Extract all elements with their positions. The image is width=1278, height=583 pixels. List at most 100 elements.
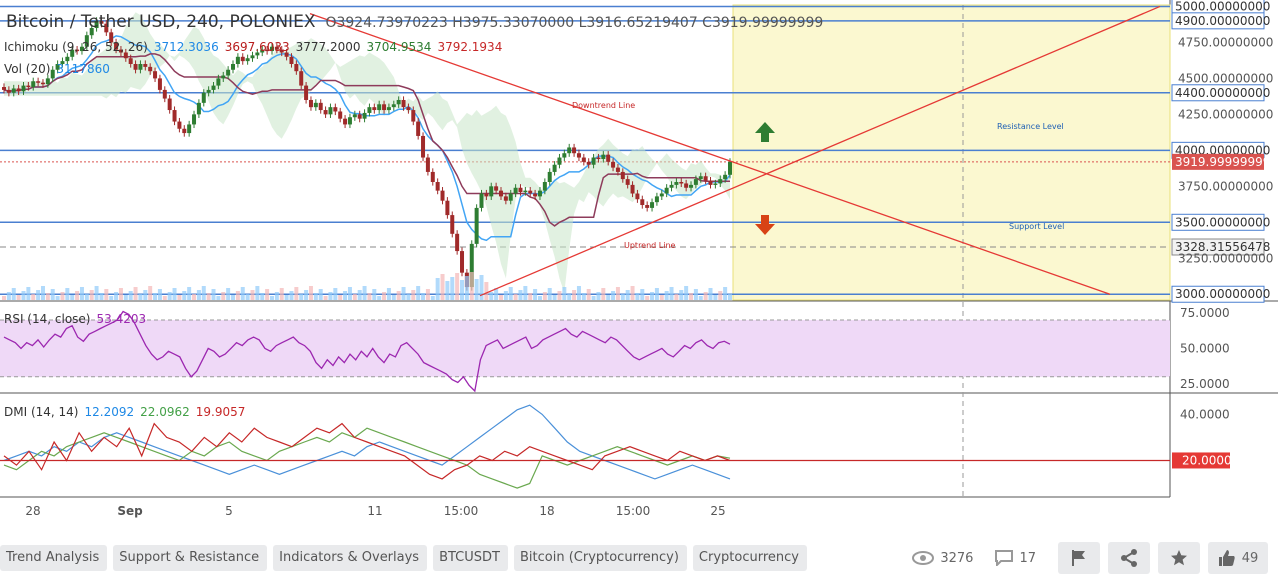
candle-body: [718, 179, 723, 184]
like-button[interactable]: 49: [1208, 542, 1268, 574]
ichimoku-legend[interactable]: Ichimoku (9, 26, 52, 26) 3712.3036 3697.60…: [4, 40, 508, 54]
volume-bar: [503, 291, 508, 300]
tag[interactable]: Cryptocurrency: [692, 545, 807, 571]
candle-body: [421, 135, 426, 158]
candle-body: [362, 112, 367, 119]
candle-body: [89, 28, 94, 36]
volume-bar: [396, 291, 401, 300]
volume-bar: [89, 290, 94, 300]
candle-body: [576, 153, 581, 158]
volume-bar: [372, 289, 377, 300]
tag[interactable]: Indicators & Overlays: [273, 545, 428, 571]
candle-body: [352, 114, 357, 118]
candle-body: [611, 161, 616, 168]
down-arrow-icon: [755, 215, 775, 235]
candle-body: [226, 69, 231, 76]
candle-body: [708, 180, 713, 185]
candle-body: [347, 117, 352, 125]
candle-body: [411, 110, 416, 122]
volume-bar: [528, 293, 533, 300]
volume-bar: [162, 296, 167, 300]
tag[interactable]: Bitcoin (Cryptocurrency): [513, 545, 687, 571]
candle-body: [245, 58, 250, 62]
candle-body: [698, 176, 703, 180]
candle-body: [299, 71, 304, 86]
favorite-button[interactable]: [1158, 542, 1200, 574]
volume-bar: [177, 295, 182, 300]
volume-bar: [450, 277, 455, 300]
candle-body: [328, 107, 333, 115]
volume-bar: [679, 290, 684, 300]
annotation-support: Support Level: [1009, 222, 1064, 231]
candle-body: [304, 85, 309, 100]
candle-body: [537, 190, 542, 197]
candle-body: [460, 251, 465, 273]
candle-body: [172, 110, 177, 122]
volume-bar: [99, 293, 104, 300]
candle-body: [60, 61, 65, 64]
dmi-value: 22.0962: [140, 405, 190, 419]
volume-bar: [265, 289, 270, 300]
tag[interactable]: Support & Resistance: [113, 545, 268, 571]
candle-body: [723, 174, 728, 180]
candle-body: [274, 46, 279, 50]
candle-body: [693, 179, 698, 185]
candle-body: [84, 35, 89, 47]
tag[interactable]: BTCUSDT: [433, 545, 508, 571]
volume-bar: [21, 291, 26, 300]
candle-body: [40, 82, 45, 85]
time-tick-label: 25: [710, 504, 725, 518]
ohlc-readout: O3924.73970223 H3975.33070000 L3916.6521…: [325, 15, 824, 31]
volume-bar: [494, 288, 499, 300]
candle-body: [435, 182, 440, 191]
volume-bar: [557, 291, 562, 300]
candle-body: [596, 157, 601, 160]
volume-bar: [489, 292, 494, 300]
volume-bar: [211, 289, 216, 300]
share-button[interactable]: [1108, 542, 1150, 574]
comments-stat[interactable]: 17: [995, 550, 1036, 566]
candle-body: [640, 199, 645, 206]
volume-bar: [572, 290, 577, 300]
volume-bar: [581, 293, 586, 300]
volume-bar: [299, 294, 304, 300]
candle-body: [338, 111, 343, 119]
volume-bar: [65, 288, 70, 300]
volume-bar: [421, 293, 426, 300]
volume-bar: [333, 288, 338, 300]
volume-bar: [40, 286, 45, 300]
volume-bar: [650, 292, 655, 300]
dmi-value: 19.9057: [195, 405, 246, 419]
rsi-tick-label: 50.0000: [1180, 341, 1230, 355]
candle-body: [659, 193, 664, 197]
volume-legend[interactable]: Vol (20) 3117860: [4, 62, 116, 76]
last-price-label: 3919.99999999: [1175, 155, 1270, 169]
projection-zone: [732, 4, 1171, 301]
candle-body: [323, 110, 328, 115]
candle-body: [284, 52, 289, 57]
volume-bar: [620, 294, 625, 300]
candle-body: [635, 193, 640, 200]
candle-body: [401, 99, 406, 108]
tag[interactable]: Trend Analysis: [0, 545, 108, 571]
rsi-legend[interactable]: RSI (14, close) 53.4203: [4, 312, 152, 326]
candle-body: [99, 20, 104, 24]
level-label: 3000.00000000: [1175, 287, 1270, 301]
volume-bar: [94, 286, 99, 300]
candle-body: [221, 75, 226, 79]
annotation-downtrend: Downtrend Line: [572, 101, 635, 110]
volume-bar: [518, 290, 523, 300]
candle-body: [318, 102, 323, 111]
candle-body: [240, 56, 245, 62]
flag-button[interactable]: [1058, 542, 1100, 574]
candle-body: [689, 184, 694, 188]
volume-bar: [645, 296, 650, 300]
price-tick-label: 4500.00000000: [1178, 71, 1273, 85]
volume-bar: [615, 287, 620, 300]
dmi-legend[interactable]: DMI (14, 14) 12.2092 22.0962 19.9057: [4, 405, 251, 419]
candle-body: [513, 187, 518, 194]
ichimoku-value: 3792.1934: [437, 40, 503, 54]
volume-bar: [596, 292, 601, 300]
candle-body: [654, 196, 659, 203]
